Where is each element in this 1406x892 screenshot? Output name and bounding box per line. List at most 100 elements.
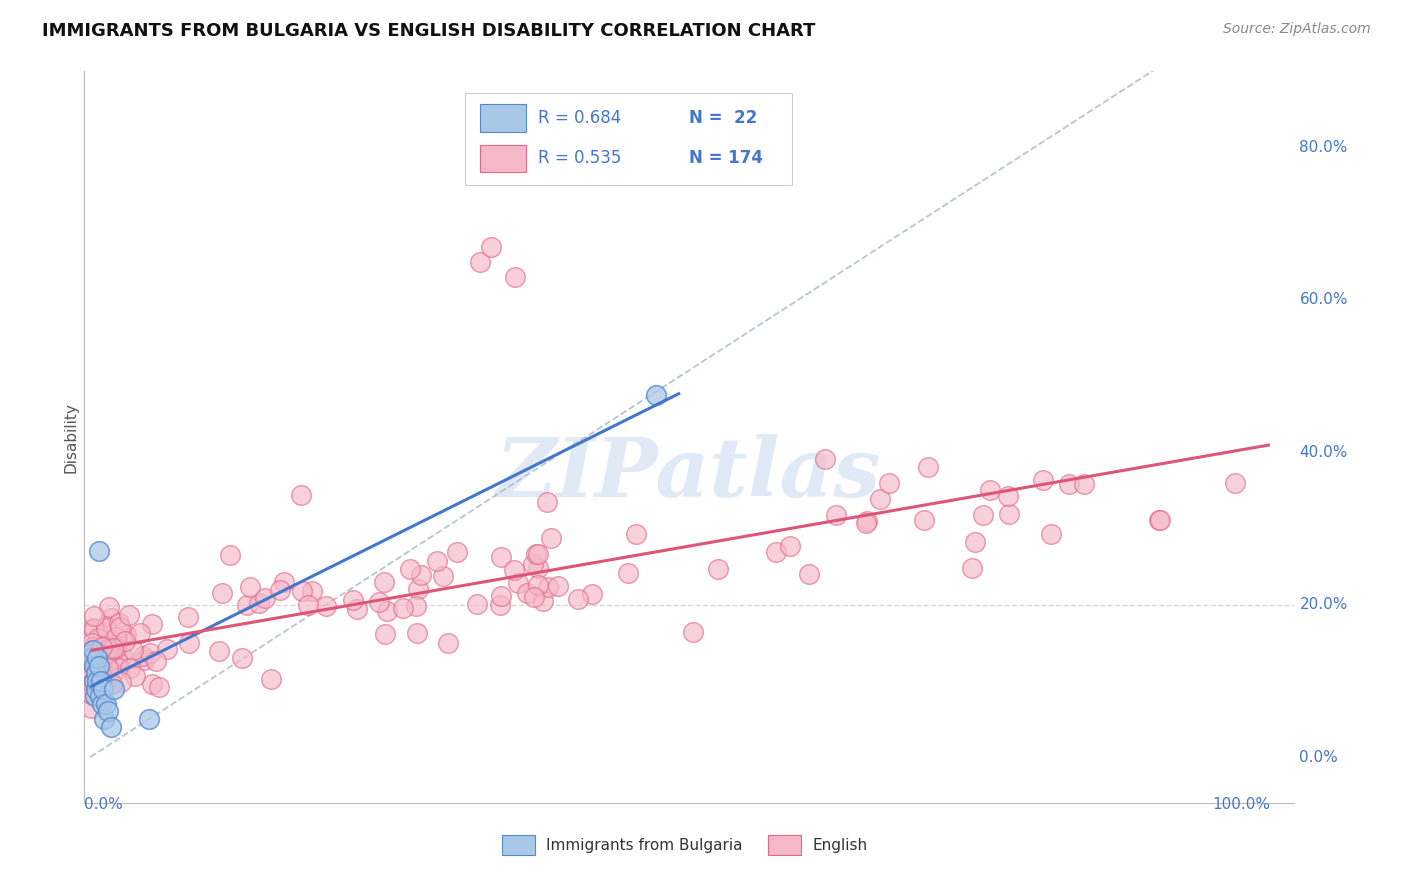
Point	[87, 544, 110, 558]
Point	[824, 508, 846, 522]
Point	[84, 681, 107, 696]
Text: 0.0%: 0.0%	[84, 797, 124, 812]
Point	[90, 673, 112, 688]
Point	[290, 488, 312, 502]
Point	[91, 650, 114, 665]
Point	[103, 643, 125, 657]
FancyBboxPatch shape	[768, 835, 801, 855]
Point	[247, 596, 270, 610]
Point	[96, 618, 118, 632]
Text: 100.0%: 100.0%	[1212, 797, 1270, 812]
Point	[83, 643, 105, 657]
Point	[297, 599, 319, 613]
Point	[82, 640, 104, 655]
Point	[489, 590, 512, 604]
Point	[83, 673, 105, 688]
Point	[405, 599, 427, 613]
Point	[141, 677, 163, 691]
Point	[82, 621, 104, 635]
Point	[972, 508, 994, 523]
Point	[124, 669, 146, 683]
Point	[87, 631, 110, 645]
Point	[540, 531, 562, 545]
Point	[87, 648, 110, 663]
Point	[83, 655, 105, 669]
Point	[87, 673, 110, 687]
Point	[145, 654, 167, 668]
Point	[291, 584, 314, 599]
Point	[86, 645, 108, 659]
Point	[100, 720, 122, 734]
Point	[98, 600, 121, 615]
FancyBboxPatch shape	[465, 94, 792, 185]
Point	[547, 579, 569, 593]
Point	[80, 665, 103, 680]
Point	[103, 681, 125, 696]
Point	[86, 665, 108, 680]
Point	[301, 583, 323, 598]
Point	[84, 648, 107, 663]
Point	[392, 601, 415, 615]
Point	[527, 547, 550, 561]
Point	[1073, 477, 1095, 491]
Point	[997, 489, 1019, 503]
Point	[236, 598, 259, 612]
Text: Source: ZipAtlas.com: Source: ZipAtlas.com	[1223, 22, 1371, 37]
Point	[90, 640, 112, 654]
Point	[89, 689, 111, 703]
Point	[128, 626, 150, 640]
Text: R = 0.684: R = 0.684	[538, 109, 621, 128]
Point	[917, 459, 939, 474]
Point	[80, 644, 103, 658]
Point	[103, 640, 125, 654]
Point	[377, 604, 399, 618]
Point	[368, 595, 391, 609]
Point	[83, 673, 105, 688]
Point	[409, 568, 432, 582]
Point	[374, 626, 396, 640]
Point	[84, 670, 107, 684]
Point	[581, 587, 603, 601]
Point	[105, 632, 128, 646]
Point	[121, 643, 143, 657]
Point	[408, 582, 430, 597]
Point	[83, 657, 105, 672]
FancyBboxPatch shape	[479, 145, 526, 172]
Point	[877, 476, 900, 491]
Point	[503, 563, 526, 577]
Point	[100, 611, 122, 625]
Point	[869, 491, 891, 506]
Point	[86, 651, 108, 665]
Point	[82, 643, 104, 657]
Point	[80, 646, 103, 660]
Point	[1057, 476, 1080, 491]
Point	[218, 548, 240, 562]
Point	[912, 513, 935, 527]
Point	[814, 452, 837, 467]
Point	[80, 678, 103, 692]
Point	[960, 561, 983, 575]
Point	[96, 657, 118, 672]
Point	[83, 673, 105, 687]
Point	[84, 666, 107, 681]
Point	[645, 388, 668, 402]
Text: N =  22: N = 22	[689, 109, 758, 128]
Point	[707, 562, 730, 576]
Point	[179, 636, 201, 650]
Point	[91, 697, 114, 711]
Point	[855, 516, 877, 531]
Point	[208, 644, 231, 658]
Text: 0.0%: 0.0%	[1299, 749, 1339, 764]
Point	[97, 661, 120, 675]
Point	[965, 535, 987, 549]
Point	[516, 586, 538, 600]
Text: English: English	[813, 838, 868, 853]
Point	[797, 566, 820, 581]
Point	[503, 270, 526, 285]
Point	[105, 631, 128, 645]
Point	[468, 255, 491, 269]
Point	[239, 580, 262, 594]
Point	[315, 599, 337, 614]
Point	[89, 632, 111, 646]
Point	[855, 514, 877, 528]
